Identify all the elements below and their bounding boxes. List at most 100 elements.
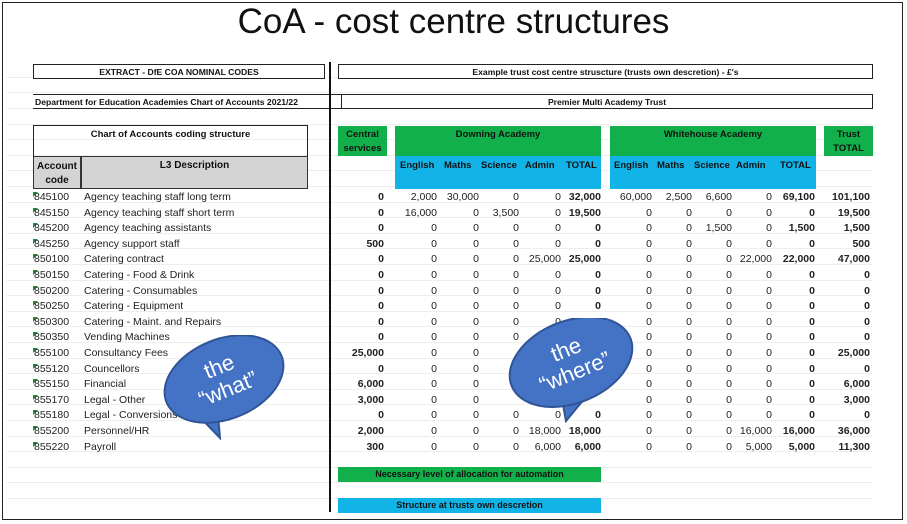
downing-value-cell: 18,000 [528,425,561,437]
account-code-cell: 850350 [34,331,70,344]
cell-note-marker [33,441,38,447]
downing-value-cell: 0 [513,331,519,344]
cell-note-marker [33,348,38,353]
whitehouse-total-col: TOTAL [780,160,811,171]
whitehouse-value-cell: 0 [766,237,772,250]
downing-value-cell: 0 [431,222,437,235]
downing-value-cell: 0 [595,284,601,297]
whitehouse-value-cell: 0 [809,206,815,219]
central-services-cell: 0 [378,206,384,219]
trust-total-cell: 19,500 [837,206,870,219]
whitehouse-value-cell: 5,000 [788,440,815,453]
downing-value-cell: 6,000 [534,440,561,453]
whitehouse-value-cell: 22,000 [782,253,815,266]
whitehouse-value-cell: 1,500 [788,222,815,235]
whitehouse-maths-col: Maths [657,160,685,171]
downing-value-cell: 0 [431,440,437,453]
whitehouse-value-cell: 0 [686,347,692,359]
whitehouse-value-cell: 0 [646,237,652,250]
trust-total-cell: 36,000 [837,425,870,437]
trust-total-cell: 0 [864,269,870,281]
downing-english-col: English [400,160,435,171]
central-services-cell: 500 [366,237,384,250]
whitehouse-value-cell: 0 [726,409,732,422]
whitehouse-value-cell: 0 [809,393,815,406]
l3-description-cell: Catering contract [84,253,164,266]
whitehouse-value-cell: 0 [646,331,652,344]
downing-value-cell: 2,000 [410,191,437,203]
central-services-cell: 0 [378,409,384,422]
whitehouse-value-cell: 0 [726,269,732,281]
account-code-cell: 845150 [34,206,70,219]
downing-maths-col: Maths [444,160,472,171]
whitehouse-value-cell: 0 [686,425,692,437]
downing-value-cell: 0 [431,347,437,359]
whitehouse-value-cell: 0 [809,315,815,328]
whitehouse-value-cell: 0 [766,331,772,344]
whitehouse-value-cell: 0 [726,331,732,344]
whitehouse-value-cell: 0 [809,269,815,281]
central-services-cell: 2,000 [357,425,384,437]
whitehouse-value-cell: 16,000 [782,425,815,437]
downing-value-cell: 0 [431,253,437,266]
whitehouse-value-cell: 0 [726,315,732,328]
downing-value-cell: 0 [513,269,519,281]
trust-total-cell: 0 [864,300,870,313]
whitehouse-value-cell: 0 [766,191,772,203]
whitehouse-value-cell: 0 [686,284,692,297]
downing-total-col: TOTAL [566,160,597,171]
downing-value-cell: 0 [431,393,437,406]
whitehouse-value-cell: 0 [686,315,692,328]
account-code-cell: 850150 [34,269,70,281]
whitehouse-value-cell: 0 [726,300,732,313]
legend-trust-structure: Structure at trusts own descretion [338,498,601,513]
cell-note-marker [33,223,38,229]
right-header-box: Example trust cost centre struscture (tr… [338,64,873,79]
trust-total-cell: 0 [864,409,870,422]
whitehouse-value-cell: 0 [766,206,772,219]
downing-value-cell: 3,500 [492,206,519,219]
l3-description-cell: Catering - Food & Drink [84,269,195,281]
downing-value-cell: 0 [513,253,519,266]
account-code-cell: 850300 [34,315,70,328]
downing-value-cell: 0 [595,237,601,250]
downing-value-cell: 30,000 [446,191,479,203]
whitehouse-value-cell: 0 [646,393,652,406]
trust-total-cell: 25,000 [837,347,870,359]
downing-value-cell: 19,500 [568,206,601,219]
left-header-box: EXTRACT - DfE COA NOMINAL CODES [33,64,325,79]
downing-value-cell: 0 [513,409,519,422]
downing-science-col: Science [481,160,517,171]
account-code-cell: 845200 [34,222,70,235]
downing-value-cell: 0 [431,237,437,250]
whitehouse-value-cell: 0 [686,440,692,453]
cell-note-marker [33,332,38,338]
downing-admin-col: Admin [525,160,555,171]
downing-value-cell: 0 [513,222,519,235]
account-code-cell: 855200 [34,425,70,437]
downing-value-cell: 0 [595,300,601,313]
central-services-cell: 0 [378,315,384,328]
cell-note-marker [33,410,38,416]
downing-value-cell: 0 [513,284,519,297]
whitehouse-value-cell: 0 [726,284,732,297]
l3-description-cell: Agency support staff [84,237,180,250]
central-services-cell: 0 [378,191,384,203]
downing-value-cell: 0 [473,284,479,297]
downing-value-cell: 0 [431,331,437,344]
whitehouse-value-cell: 0 [726,393,732,406]
downing-value-cell: 0 [595,409,601,422]
account-code-cell: 845100 [34,191,70,203]
whitehouse-value-cell: 0 [686,378,692,391]
cell-note-marker [33,192,38,197]
whitehouse-value-cell: 0 [646,222,652,235]
whitehouse-science-col: Science [694,160,730,171]
downing-value-cell: 16,000 [404,206,437,219]
downing-value-cell: 0 [473,237,479,250]
downing-value-cell: 0 [513,237,519,250]
whitehouse-value-cell: 0 [646,347,652,359]
downing-value-cell: 0 [431,425,437,437]
l3-description-cell: Financial [84,378,127,391]
whitehouse-value-cell: 0 [686,409,692,422]
trust-total-header: Trust TOTAL [824,126,873,156]
